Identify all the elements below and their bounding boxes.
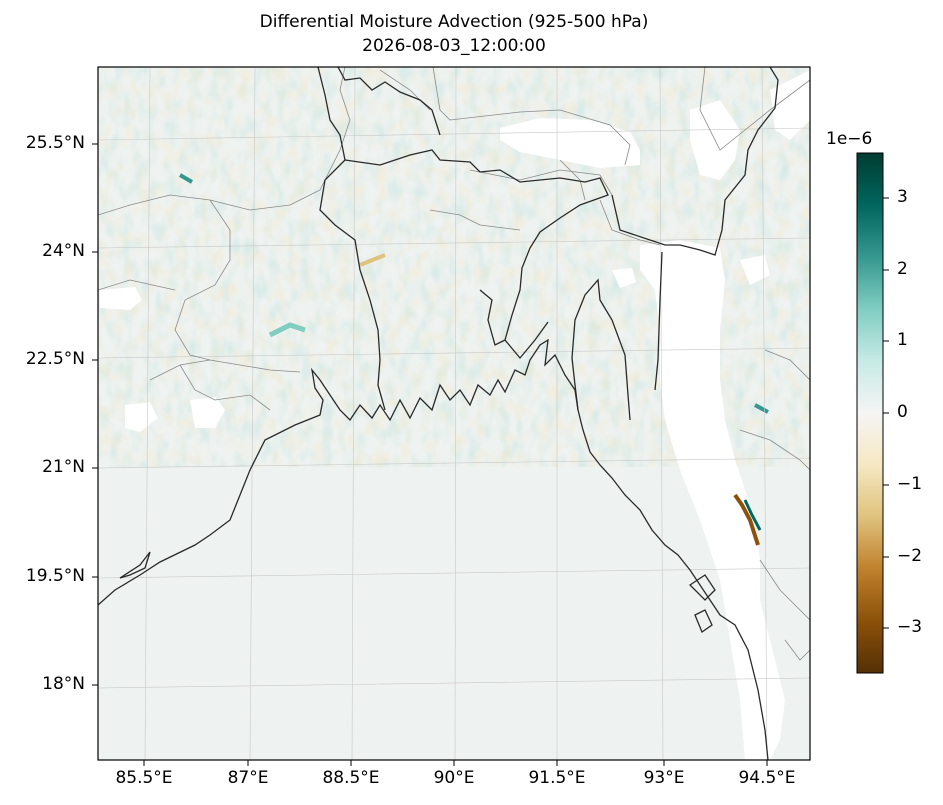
colorbar-tick-label: 1 [897, 330, 908, 350]
lon-label: 85.5°E [115, 768, 173, 788]
colorbar-tick-label: −3 [897, 617, 923, 637]
lat-label: 18°N [42, 674, 85, 694]
lat-label: 24°N [42, 241, 85, 261]
colorbar-tick-label: −2 [897, 546, 923, 566]
map-subtitle-datetime: 2026-08-03_12:00:00 [362, 36, 546, 56]
lon-label: 91.5°E [528, 768, 586, 788]
colorbar [856, 152, 889, 674]
coastline-and-country-borders [98, 67, 779, 760]
lon-label: 94.5°E [738, 768, 796, 788]
colorbar-tick-label: −1 [897, 474, 923, 494]
internal-borders [98, 67, 810, 661]
missing-data-areas [100, 70, 810, 760]
axis-ticks [92, 143, 768, 766]
gridlines [98, 67, 810, 760]
colorbar-tick-label: 3 [897, 187, 908, 207]
map-title: Differential Moisture Advection (925-500… [259, 12, 649, 32]
colorbar-gradient [856, 152, 884, 674]
lat-label: 22.5°N [25, 349, 85, 369]
lon-label: 87°E [227, 768, 269, 788]
anomaly-streaks [178, 173, 769, 546]
map-panel [98, 67, 810, 760]
colorbar-exponent-label: 1e−6 [826, 129, 873, 149]
colorbar-tick-label: 0 [897, 402, 908, 422]
colorbar-tick-label: 2 [897, 259, 908, 279]
lat-label: 25.5°N [25, 133, 85, 153]
lat-label: 21°N [42, 457, 85, 477]
lon-label: 88.5°E [322, 768, 380, 788]
lon-label: 90°E [433, 768, 475, 788]
lon-label: 93°E [643, 768, 685, 788]
lat-label: 19.5°N [25, 566, 85, 586]
